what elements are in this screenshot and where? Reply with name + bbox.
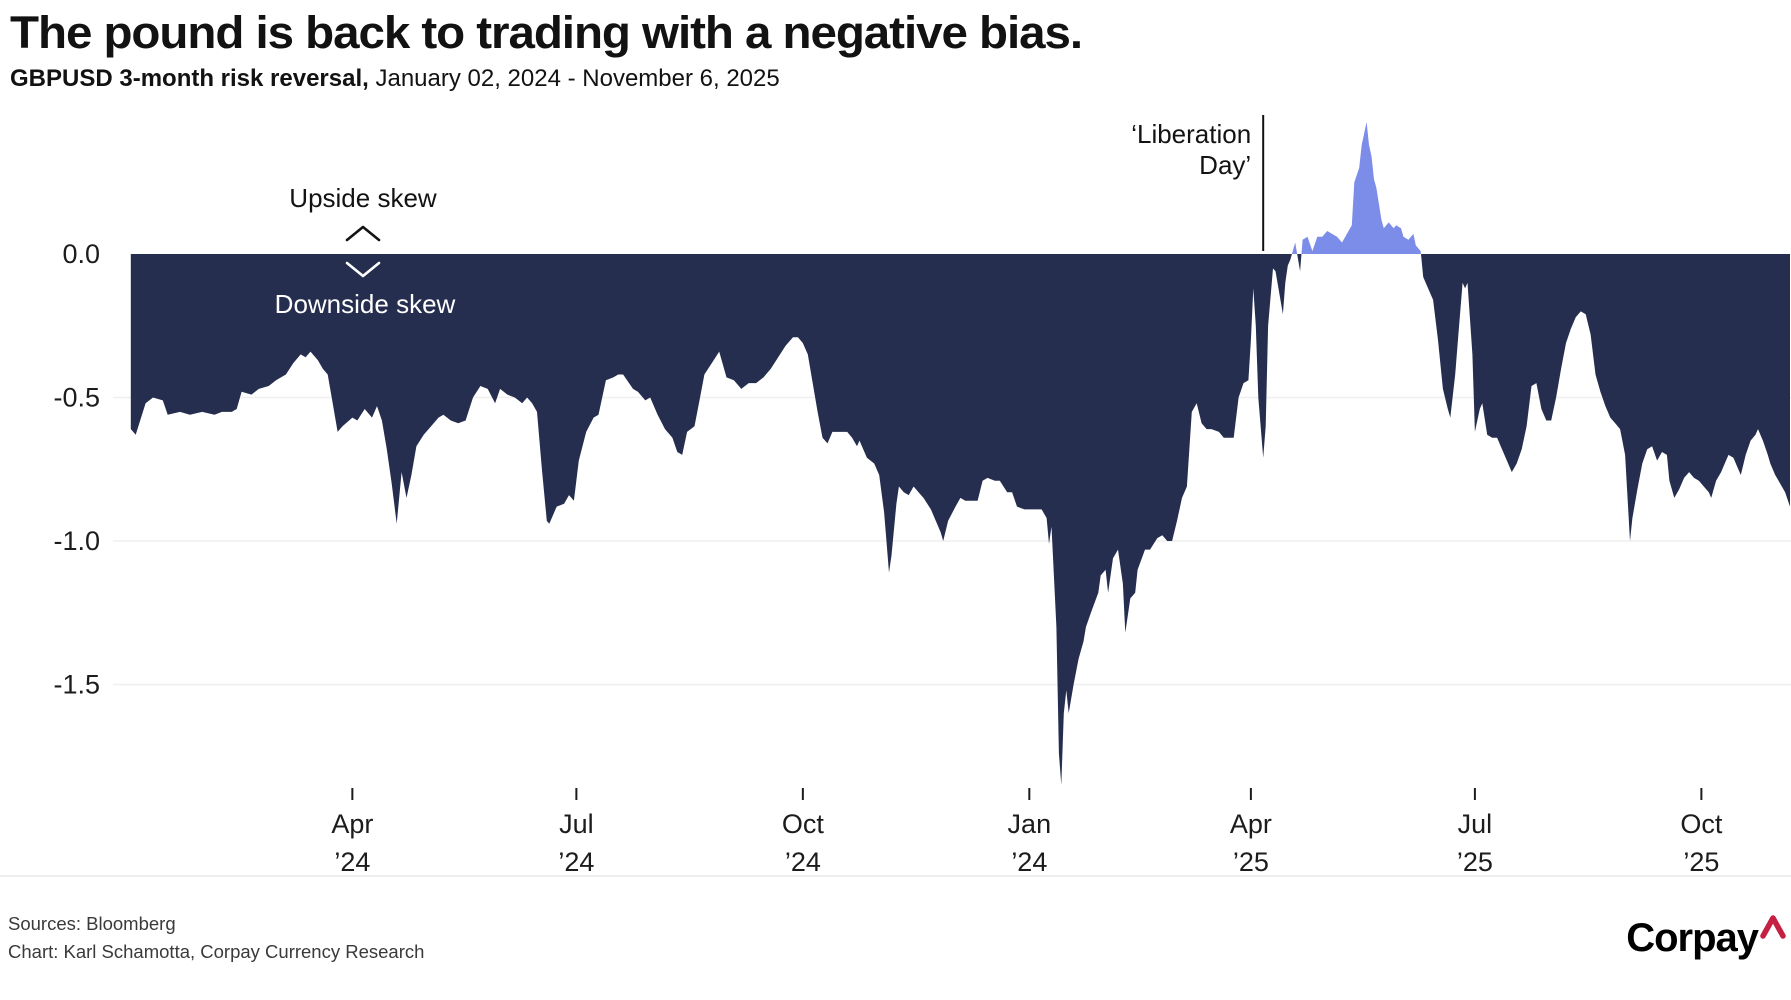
y-axis-label: -1.5 [53, 670, 100, 700]
y-axis: 0.0 -0.5 -1.0 -1.5 [53, 239, 100, 700]
x-tick-label-month: Jul [1458, 809, 1493, 839]
area-series [130, 122, 1790, 785]
y-axis-label: -1.0 [53, 526, 100, 556]
x-tick-label-month: Jan [1008, 809, 1052, 839]
sources-text: Sources: Bloomberg [8, 913, 176, 934]
chart-credit-text: Chart: Karl Schamotta, Corpay Currency R… [8, 941, 424, 962]
x-tick-label-year: ’25 [1233, 847, 1269, 877]
liberation-day-label-line1: ‘Liberation [1131, 119, 1251, 149]
chart-title: The pound is back to trading with a nega… [10, 7, 1082, 58]
x-tick-label-year: ’24 [1011, 847, 1047, 877]
x-tick-label-month: Apr [1230, 809, 1272, 839]
x-tick-label-year: ’24 [785, 847, 821, 877]
chart-subtitle: GBPUSD 3-month risk reversal, January 02… [10, 65, 780, 92]
x-tick-label-month: Oct [1680, 809, 1723, 839]
chart-subtitle-series: GBPUSD 3-month risk reversal, [10, 65, 369, 92]
area-positive [130, 122, 1790, 254]
x-tick-label-year: ’25 [1457, 847, 1493, 877]
x-tick-label-year: ’24 [558, 847, 594, 877]
y-axis-label: -0.5 [53, 383, 100, 413]
x-axis: Apr ’24 Jul ’24 Oct ’24 Jan ’24 Apr ’25 Jul ’25 Oct ’… [331, 788, 1723, 877]
y-axis-label: 0.0 [62, 239, 100, 269]
area-negative [130, 254, 1790, 785]
liberation-day-label-line2: Day’ [1199, 150, 1251, 180]
corpay-caret-icon [1760, 915, 1786, 939]
chart-subtitle-daterange: January 02, 2024 - November 6, 2025 [369, 65, 780, 92]
downside-skew-label: Downside skew [275, 289, 456, 319]
chevron-up-icon [345, 225, 381, 242]
x-tick-label-month: Apr [331, 809, 373, 839]
x-tick-label-year: ’24 [334, 847, 370, 877]
corpay-logo-text: Corpay [1626, 916, 1760, 960]
x-tick-label-month: Oct [782, 809, 825, 839]
upside-skew-label: Upside skew [289, 183, 437, 213]
chevron-down-icon [345, 261, 381, 278]
x-tick-label-year: ’25 [1683, 847, 1719, 877]
x-tick-label-month: Jul [559, 809, 594, 839]
